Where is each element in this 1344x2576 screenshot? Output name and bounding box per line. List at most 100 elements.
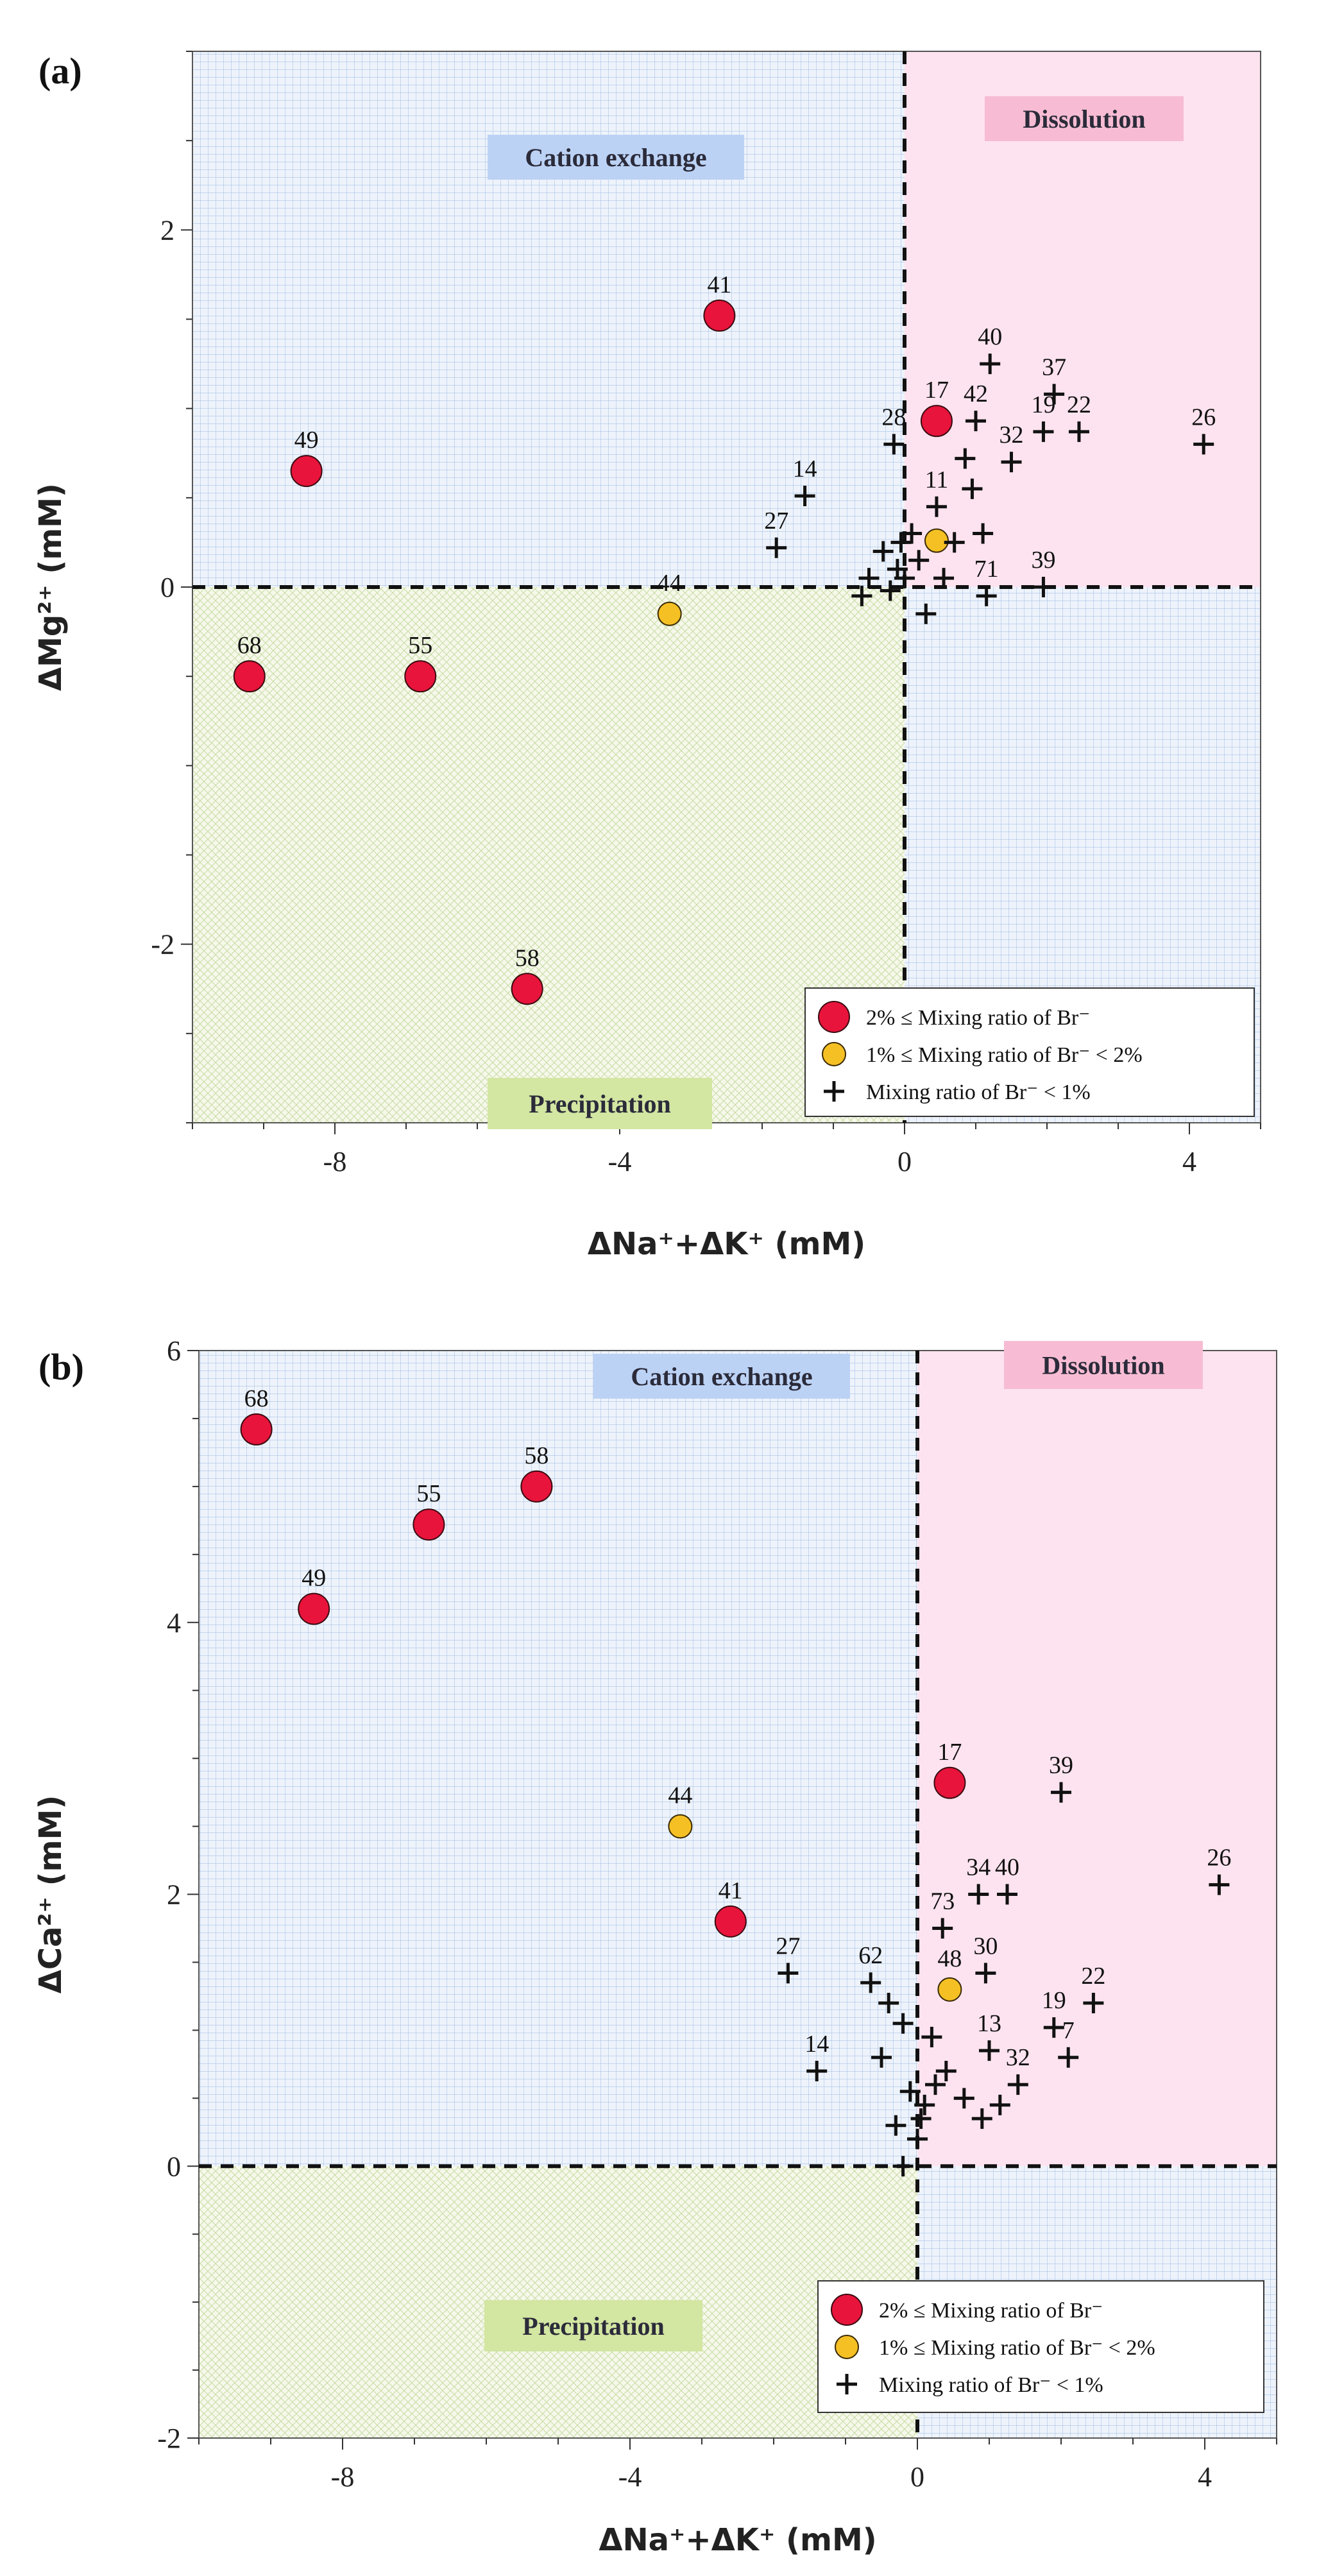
plus-point xyxy=(935,2060,957,2081)
red-circle-point xyxy=(703,299,736,332)
plus-point xyxy=(766,537,787,558)
plus-point xyxy=(806,2060,828,2081)
plus-point xyxy=(901,523,923,544)
dissolution-label-box xyxy=(985,96,1184,141)
plus-point xyxy=(910,2108,931,2129)
plus-point xyxy=(944,532,965,553)
point-label: 26 xyxy=(1191,404,1216,431)
point-label: 17 xyxy=(937,1739,962,1766)
legend-box xyxy=(817,2280,1264,2413)
plus-point xyxy=(908,550,930,571)
plus-point xyxy=(973,523,994,544)
plus-point xyxy=(885,2115,906,2136)
plus-point xyxy=(1193,434,1214,455)
plus-point xyxy=(989,2094,1010,2115)
y-tick-label: 0 xyxy=(167,2151,181,2182)
y-axis-label: ΔCa²⁺ (mM) xyxy=(33,1795,69,1994)
legend-entry: Mixing ratio of Br⁻ < 1% xyxy=(866,1080,1091,1104)
plus-point xyxy=(921,2026,942,2047)
cation-exchange-region xyxy=(192,51,905,587)
point-label: 22 xyxy=(1067,391,1091,418)
point-label: 58 xyxy=(515,944,540,971)
point-label: 22 xyxy=(1081,1963,1105,1990)
point-label: 68 xyxy=(244,1385,269,1412)
legend-marker-red-circle xyxy=(818,1001,850,1033)
y-tick-label: 6 xyxy=(167,1335,181,1367)
plus-point xyxy=(858,568,880,589)
point-label: 55 xyxy=(416,1480,441,1507)
point-label: 14 xyxy=(804,2031,829,2058)
plus-point xyxy=(899,2081,921,2102)
red-circle-point xyxy=(404,660,437,693)
point-label: 73 xyxy=(930,1888,955,1915)
yellow-circle-point xyxy=(657,601,682,626)
y-tick-label: 4 xyxy=(167,1607,181,1639)
precipitation-region xyxy=(192,587,905,1123)
legend-marker-red-circle xyxy=(831,2294,863,2326)
dissolution-region xyxy=(917,1351,1277,2167)
legend-marker-yellow-circle xyxy=(822,1042,846,1066)
plus-point xyxy=(1043,2017,1064,2038)
point-label: 32 xyxy=(999,422,1024,448)
plus-point xyxy=(975,1963,996,1984)
panel-a: -8 -4 0 4 -2 0 2 ΔNa⁺+ΔK⁺ (mM) ΔMg²⁺ (mM) (a) Cati… xyxy=(33,50,1261,1262)
plus-point xyxy=(932,1918,953,1939)
point-label: 44 xyxy=(668,1782,692,1809)
yellow-circle-point xyxy=(668,1814,693,1839)
yellow-circle-point xyxy=(937,1977,962,2002)
yellow-circle-point xyxy=(924,528,949,553)
point-label: 49 xyxy=(294,427,319,454)
red-circle-point xyxy=(520,1470,553,1503)
precipitation-label: Precipitation xyxy=(522,2312,664,2341)
x-axis-label: ΔNa⁺+ΔK⁺ (mM) xyxy=(588,1226,865,1262)
cation-exchange-label-box xyxy=(593,1354,850,1399)
plus-point xyxy=(1033,421,1054,442)
point-label: 30 xyxy=(973,1932,998,1959)
x-tick-label: 4 xyxy=(1182,1146,1196,1177)
legend-box xyxy=(804,987,1255,1117)
x-tick-label: 4 xyxy=(1198,2461,1212,2493)
plus-point xyxy=(851,585,872,606)
plus-point xyxy=(1001,452,1022,473)
legend-entry: 2% ≤ Mixing ratio of Br⁻ xyxy=(866,1006,1090,1030)
point-label: 42 xyxy=(964,380,988,407)
plus-point xyxy=(880,580,901,601)
panel-label: (a) xyxy=(38,50,82,92)
plus-point xyxy=(976,585,997,606)
x-axis-label: ΔNa⁺+ΔK⁺ (mM) xyxy=(599,2522,876,2558)
x-tick-label: -8 xyxy=(331,2461,355,2493)
plus-point xyxy=(914,2094,935,2115)
plus-point xyxy=(778,1963,799,1984)
point-label: 39 xyxy=(1031,547,1055,574)
point-label: 13 xyxy=(977,2010,1001,2037)
plus-point xyxy=(971,2108,992,2129)
legend-marker-yellow-circle xyxy=(835,2335,859,2359)
point-label: 27 xyxy=(764,508,788,534)
precipitation-label: Precipitation xyxy=(529,1089,670,1118)
plus-point xyxy=(1209,1874,1230,1895)
plus-point xyxy=(968,1884,989,1905)
cation-exchange-label: Cation exchange xyxy=(525,143,706,172)
plus-point xyxy=(1068,421,1089,442)
y-tick-label: 2 xyxy=(167,1879,181,1911)
point-label: 17 xyxy=(924,377,949,404)
x-tick-label: -4 xyxy=(618,2461,642,2493)
plus-point xyxy=(878,1993,899,2013)
y-tick-label: 0 xyxy=(160,572,174,603)
legend-entry: Mixing ratio of Br⁻ < 1% xyxy=(879,2373,1103,2397)
y-tick-label: 2 xyxy=(160,214,174,246)
point-label: 28 xyxy=(881,404,906,431)
plus-point xyxy=(925,2074,946,2095)
plus-point xyxy=(872,541,894,562)
plus-point xyxy=(962,478,983,499)
red-circle-point xyxy=(298,1592,330,1625)
point-label: 39 xyxy=(1049,1752,1073,1779)
plus-point xyxy=(915,603,937,624)
plus-point xyxy=(894,568,915,589)
point-label: 37 xyxy=(1042,354,1066,380)
y-axis-label: ΔMg²⁺ (mM) xyxy=(33,483,69,691)
cation-exchange-region xyxy=(199,1351,917,2167)
y-tick-label: -2 xyxy=(157,2423,181,2454)
point-label: 71 xyxy=(974,556,999,583)
